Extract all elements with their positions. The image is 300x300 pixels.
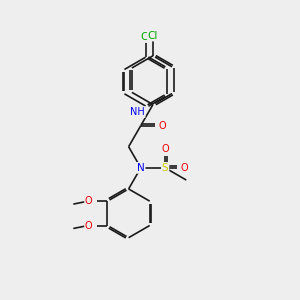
Text: O: O bbox=[161, 144, 169, 154]
Text: O: O bbox=[180, 163, 188, 173]
Text: NH: NH bbox=[130, 107, 145, 117]
Text: O: O bbox=[158, 121, 166, 130]
Text: S: S bbox=[162, 163, 169, 173]
Text: Cl: Cl bbox=[140, 32, 151, 42]
Text: N: N bbox=[137, 163, 145, 173]
Text: Cl: Cl bbox=[148, 31, 158, 40]
Text: O: O bbox=[85, 196, 93, 206]
Text: O: O bbox=[85, 220, 93, 230]
